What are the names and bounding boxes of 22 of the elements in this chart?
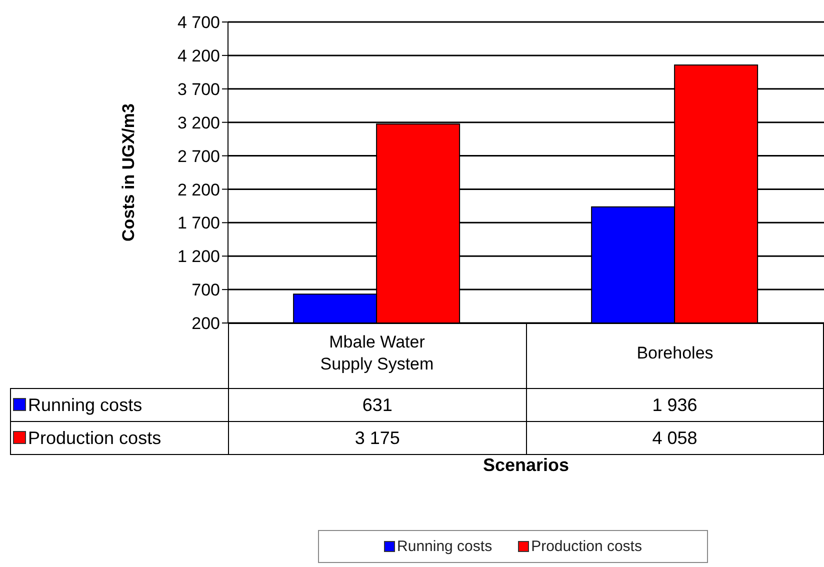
text: Running costs bbox=[397, 538, 492, 555]
legend-label: Production costs bbox=[530, 538, 642, 555]
x-tick-label: Mbale Water Supply System bbox=[320, 332, 434, 374]
y-tick-label: 3 700 bbox=[177, 80, 220, 99]
y-tick-label: 1 200 bbox=[177, 247, 220, 266]
y-tick-label: 200 bbox=[192, 314, 220, 334]
x-tick-label: Boreholes bbox=[636, 344, 714, 362]
y-tick-label: 1 700 bbox=[177, 214, 220, 233]
y-tick-label: 2 700 bbox=[177, 146, 220, 166]
legend-label: Running costs bbox=[10, 388, 229, 422]
y-axis-title: Costs in UGX/m3 bbox=[119, 104, 138, 242]
y-tick-label: 3 200 bbox=[177, 113, 220, 132]
data-label: 4 058 bbox=[526, 422, 824, 454]
text: Production costs bbox=[28, 428, 162, 448]
y-tick-label: 2 200 bbox=[177, 180, 220, 200]
y-tick-label: 700 bbox=[192, 280, 220, 300]
data-label: 631 bbox=[228, 388, 526, 422]
y-tick-label: 4 200 bbox=[177, 46, 220, 66]
y-tick-label: 4 700 bbox=[177, 13, 220, 32]
x-axis-title: Scenarios bbox=[482, 454, 570, 475]
data-label: 3 175 bbox=[228, 422, 526, 454]
data-label: 1 936 bbox=[526, 388, 824, 422]
